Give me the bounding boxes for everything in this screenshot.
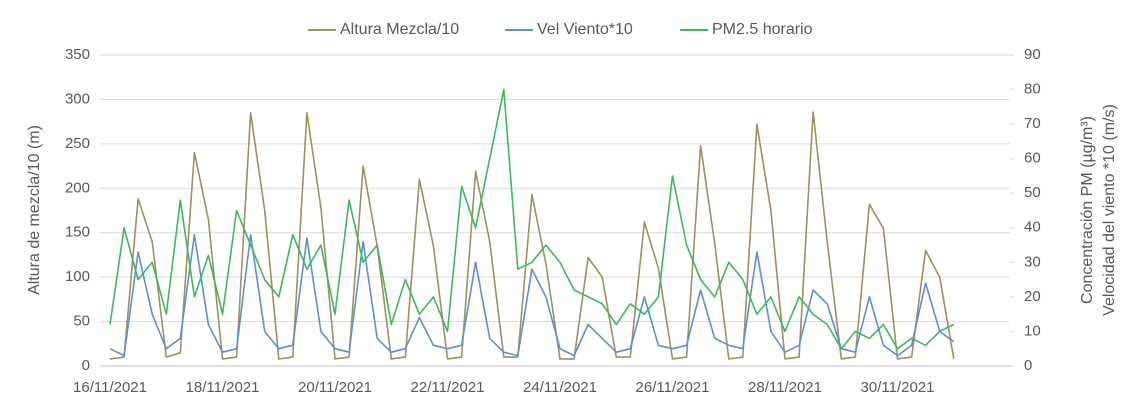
y-tick-label: 350: [65, 46, 90, 63]
y2-axis-label: Concentración PM (µg/m³): [1079, 116, 1096, 304]
y-tick-label: 250: [65, 135, 90, 152]
y2-tick-label: 20: [1024, 288, 1041, 305]
y-tick-label: 0: [82, 357, 90, 374]
y2-tick-label: 90: [1024, 46, 1041, 63]
y2-axis-label: Velocidad del viento *10 (m/s): [1101, 104, 1118, 316]
y-tick-label: 300: [65, 90, 90, 107]
y2-tick-label: 10: [1024, 322, 1041, 339]
y2-tick-label: 60: [1024, 150, 1041, 167]
legend-label: Altura Mezcla/10: [340, 21, 459, 38]
x-tick-label: 28/11/2021: [748, 379, 822, 396]
y2-tick-label: 40: [1024, 219, 1041, 236]
x-tick-label: 16/11/2021: [73, 379, 147, 396]
y2-tick-label: 80: [1024, 81, 1041, 98]
legend-label: PM2.5 horario: [712, 21, 813, 38]
x-tick-label: 26/11/2021: [636, 379, 710, 396]
y-tick-label: 50: [73, 313, 90, 330]
x-tick-label: 18/11/2021: [186, 379, 260, 396]
series-line: [109, 233, 955, 357]
x-tick-label: 24/11/2021: [523, 379, 597, 396]
y-axis-label: Altura de mezcla/10 (m): [26, 125, 43, 295]
y2-tick-label: 50: [1024, 184, 1041, 201]
y2-tick-label: 0: [1024, 357, 1032, 374]
y2-tick-label: 30: [1024, 253, 1041, 270]
series-line: [109, 88, 955, 350]
x-tick-label: 30/11/2021: [861, 379, 935, 396]
y2-tick-label: 70: [1024, 115, 1041, 132]
x-tick-label: 20/11/2021: [298, 379, 372, 396]
y-tick-label: 100: [65, 268, 90, 285]
x-tick-label: 22/11/2021: [411, 379, 485, 396]
y-tick-label: 150: [65, 224, 90, 241]
legend-label: Vel Viento*10: [537, 21, 633, 38]
series-line: [109, 111, 955, 360]
y-tick-label: 200: [65, 179, 90, 196]
